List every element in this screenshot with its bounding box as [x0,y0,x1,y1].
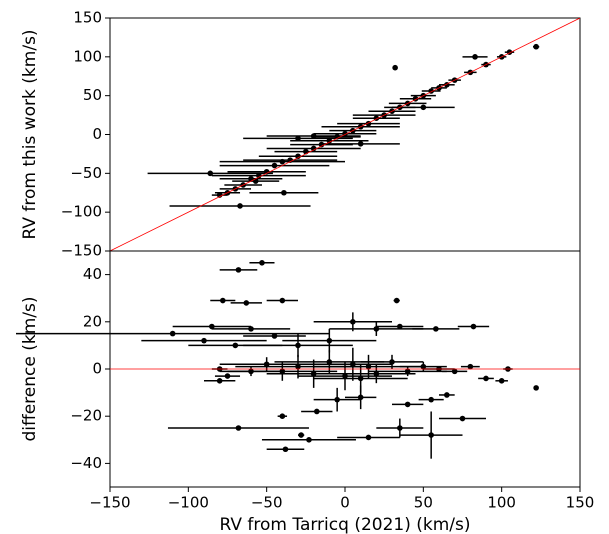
x-tick-label: 150 [566,494,595,512]
point [259,260,265,266]
point [314,408,320,415]
point [256,172,262,179]
point [216,378,223,384]
point [224,373,231,379]
point [397,323,403,330]
point [357,141,364,147]
point [433,326,439,332]
point [295,153,301,160]
point [357,394,364,401]
point [467,363,474,370]
y-tick-label: 40 [83,265,102,283]
point [279,368,286,375]
x-tick-label: 50 [414,494,433,512]
point [295,135,301,142]
y-tick-label: 150 [73,9,102,27]
y-axis-label: difference (km/s) [20,297,40,442]
point [350,319,356,325]
point [310,145,317,152]
point [483,375,489,382]
point [295,342,301,349]
point [404,368,411,375]
point [420,363,427,370]
point [298,432,304,438]
y-tick-label: 100 [73,47,102,65]
point [498,378,505,384]
point [216,192,223,198]
point [334,396,340,403]
point [235,425,242,431]
point [444,392,450,398]
point [279,297,286,304]
point [263,361,270,368]
point [472,54,478,60]
point [279,413,286,420]
point [326,137,333,144]
point [169,330,176,337]
point [209,323,215,330]
y-axis-label: RV from this work (km/s) [20,29,40,239]
point [365,363,372,370]
y-tick-label: 50 [83,86,102,104]
y-tick-label: 20 [83,312,102,330]
point [393,297,400,304]
point [326,359,333,365]
y-tick-label: −150 [61,242,102,260]
point [533,43,539,50]
point [310,133,317,139]
x-tick-label: −150 [89,494,130,512]
point [392,64,398,71]
y-tick-label: −50 [70,164,102,182]
point [357,375,364,382]
point [201,337,207,344]
point [220,297,226,304]
y-tick-label: −20 [70,407,102,425]
point [342,373,348,379]
point [365,434,372,441]
y-tick-label: 0 [92,125,102,143]
y-tick-label: −100 [61,203,102,221]
point [428,396,434,403]
point [306,437,312,443]
point [271,162,278,169]
point [287,157,293,163]
point [350,361,356,368]
x-axis-label: RV from Tarricq (2021) (km/s) [220,515,471,534]
reference-line [110,18,580,251]
point [207,170,214,177]
point [459,415,466,422]
point [282,446,289,453]
point [235,267,242,273]
point [470,323,477,330]
point [397,425,403,431]
point [326,337,333,344]
y-tick-label: 0 [92,360,102,378]
point [373,326,380,332]
x-tick-label: −100 [168,494,209,512]
point [373,370,380,377]
point [310,370,317,377]
x-tick-label: 100 [487,494,516,512]
point [451,368,458,375]
point [243,300,250,306]
point [428,432,434,438]
point [271,333,278,339]
point [248,326,254,332]
point [533,385,539,391]
point [281,189,287,196]
x-tick-label: 0 [340,494,350,512]
point [420,104,427,111]
point [295,363,301,370]
point [232,342,239,349]
point [237,203,243,209]
point [389,359,395,365]
x-tick-label: −50 [251,494,283,512]
point [404,401,411,408]
y-tick-label: −40 [70,454,102,472]
